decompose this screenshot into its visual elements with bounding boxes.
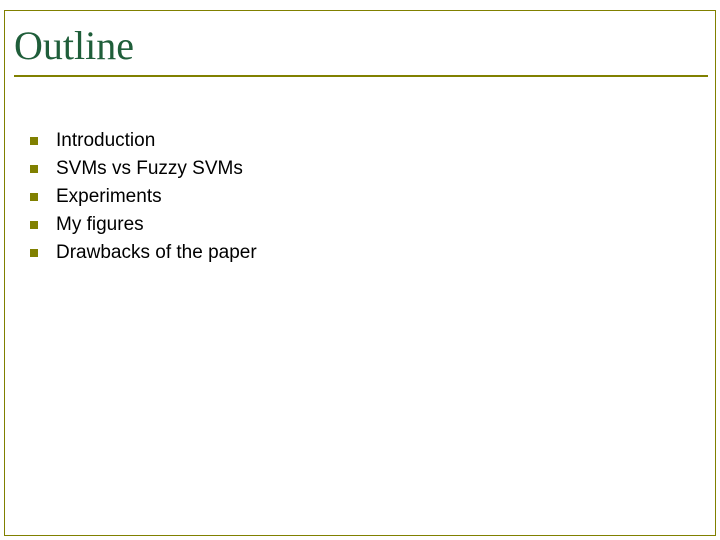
list-item: Introduction xyxy=(30,130,257,152)
slide-frame xyxy=(4,10,716,536)
bullet-icon xyxy=(30,165,38,173)
item-text: Experiments xyxy=(56,186,162,208)
bullet-icon xyxy=(30,221,38,229)
item-text: SVMs vs Fuzzy SVMs xyxy=(56,158,243,180)
list-item: Experiments xyxy=(30,186,257,208)
item-text: My figures xyxy=(56,214,144,236)
list-item: My figures xyxy=(30,214,257,236)
title-container: Outline xyxy=(14,22,708,77)
slide-title: Outline xyxy=(14,22,708,73)
title-underline xyxy=(14,75,708,77)
bullet-icon xyxy=(30,249,38,257)
list-item: SVMs vs Fuzzy SVMs xyxy=(30,158,257,180)
item-text: Introduction xyxy=(56,130,155,152)
item-text: Drawbacks of the paper xyxy=(56,242,257,264)
bullet-icon xyxy=(30,137,38,145)
list-item: Drawbacks of the paper xyxy=(30,242,257,264)
content-area: Introduction SVMs vs Fuzzy SVMs Experime… xyxy=(30,130,257,270)
bullet-icon xyxy=(30,193,38,201)
